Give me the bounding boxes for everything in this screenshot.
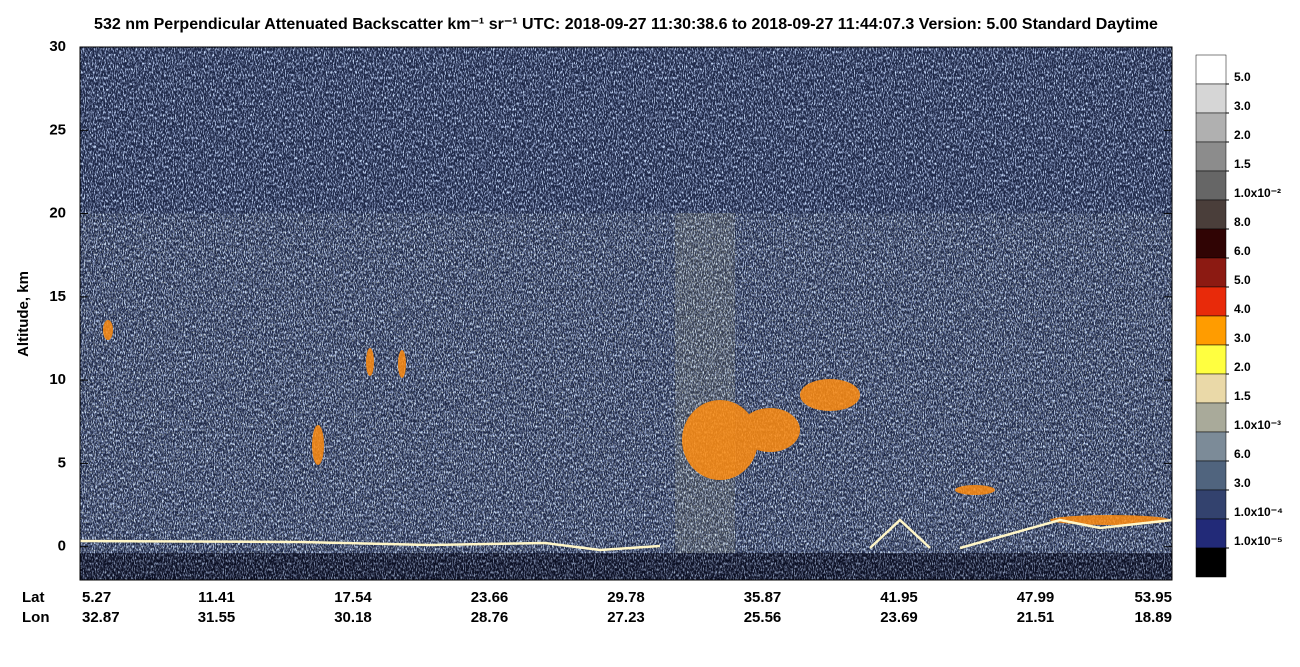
colorbar-cell <box>1195 489 1227 520</box>
colorbar-cell <box>1195 460 1227 491</box>
cloud-features <box>103 320 1170 525</box>
colorbar-cell <box>1195 344 1227 375</box>
x-tick-label: 23.66 <box>471 589 509 606</box>
x-tick-label: 23.69 <box>880 609 918 626</box>
x-tick-label: 11.41 <box>198 589 235 606</box>
chart-title: 532 nm Perpendicular Attenuated Backscat… <box>94 16 1158 33</box>
colorbar-cell <box>1195 228 1227 259</box>
colorbar-cell <box>1195 141 1227 172</box>
y-tick-label: 5 <box>58 454 66 471</box>
colorbar-cell <box>1195 518 1227 549</box>
colorbar-label: 1.0x10⁻³ <box>1234 418 1281 432</box>
colorbar-label: 1.0x10⁻⁴ <box>1234 505 1283 519</box>
colorbar-label: 3.0 <box>1234 99 1251 113</box>
x-tick-label: 27.23 <box>607 609 645 626</box>
x-row-name: Lon <box>22 609 50 626</box>
colorbar-cell <box>1195 286 1227 317</box>
colorbar-cell <box>1195 402 1227 433</box>
y-tick-label: 20 <box>49 205 66 222</box>
cloud <box>312 425 324 465</box>
y-tick-label: 15 <box>49 288 66 305</box>
colorbar-label: 8.0 <box>1234 215 1251 229</box>
colorbar-label: 3.0 <box>1234 331 1251 345</box>
x-tick-label: 25.56 <box>744 609 782 626</box>
subsurface-noise <box>80 553 1172 580</box>
y-axis-label: Altitude, km <box>15 271 32 357</box>
x-tick-label: 18.89 <box>1134 609 1172 626</box>
colorbar-label: 6.0 <box>1234 447 1251 461</box>
colorbar-label: 4.0 <box>1234 302 1251 316</box>
cloud <box>800 379 860 411</box>
colorbar-label: 2.0 <box>1234 360 1251 374</box>
lower-speckle <box>80 213 1172 553</box>
cloud <box>366 348 374 376</box>
upper-noise <box>80 47 1172 213</box>
x-tick-label: 32.87 <box>82 609 120 626</box>
colorbar-label: 5.0 <box>1234 273 1251 287</box>
x-tick-label: 31.55 <box>198 609 236 626</box>
colorbar-cell <box>1195 547 1227 578</box>
cloud <box>103 320 113 340</box>
x-tick-label: 28.76 <box>471 609 509 626</box>
colorbar-cell <box>1195 83 1227 114</box>
colorbar-cell <box>1195 199 1227 230</box>
x-tick-label: 30.18 <box>334 609 372 626</box>
colorbar-cell <box>1195 431 1227 462</box>
colorbar-cell <box>1195 54 1227 85</box>
y-tick-label: 30 <box>49 38 66 55</box>
colorbar-label: 1.0x10⁻⁵ <box>1234 534 1283 548</box>
colorbar-cell <box>1195 315 1227 346</box>
cloud <box>682 400 758 480</box>
x-tick-label: 47.99 <box>1017 589 1055 606</box>
colorbar-label: 1.5 <box>1234 157 1251 171</box>
plot-area <box>79 46 1173 581</box>
x-tick-label: 35.87 <box>744 589 782 606</box>
colorbar-label: 1.0x10⁻² <box>1234 186 1281 200</box>
cloud <box>955 485 995 495</box>
x-tick-label: 17.54 <box>334 589 372 606</box>
cloud <box>398 350 406 378</box>
x-tick-label: 29.78 <box>607 589 645 606</box>
colorbar-cell <box>1195 257 1227 288</box>
colorbar-label: 6.0 <box>1234 244 1251 258</box>
colorbar-cell <box>1195 373 1227 404</box>
colorbar-cell <box>1195 112 1227 143</box>
dense-column <box>675 213 735 553</box>
x-row-name: Lat <box>22 589 45 606</box>
x-tick-label: 21.51 <box>1017 609 1055 626</box>
x-tick-label: 5.27 <box>82 589 111 606</box>
plot-frame <box>79 46 1173 581</box>
x-tick-label: 41.95 <box>880 589 918 606</box>
x-tick-label: 53.95 <box>1134 589 1172 606</box>
colorbar-cell <box>1195 170 1227 201</box>
colorbar-label: 1.5 <box>1234 389 1251 403</box>
colorbar-label: 5.0 <box>1234 70 1251 84</box>
cloud <box>1050 515 1170 525</box>
y-tick-label: 0 <box>58 538 66 555</box>
colorbar-label: 3.0 <box>1234 476 1251 490</box>
colorbar-label: 2.0 <box>1234 128 1251 142</box>
y-tick-label: 10 <box>49 371 66 388</box>
cloud <box>740 408 800 452</box>
surface-return <box>79 518 1173 552</box>
y-tick-label: 25 <box>49 121 66 138</box>
